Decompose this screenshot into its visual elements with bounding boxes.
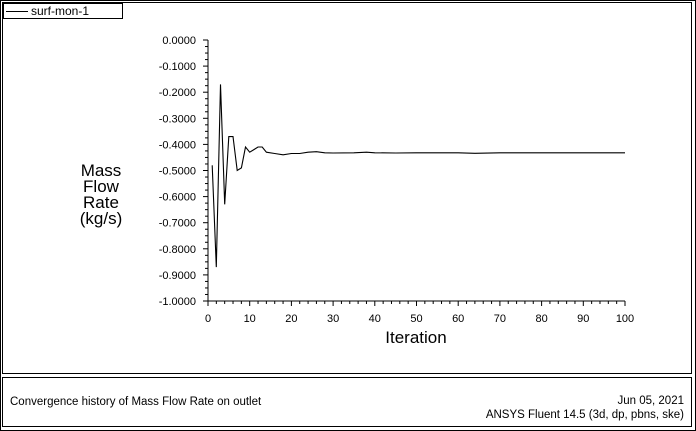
y-tick-label: -0.3000 bbox=[159, 113, 196, 125]
x-tick-label: 60 bbox=[452, 313, 464, 325]
y-tick-label: -0.8000 bbox=[159, 244, 196, 256]
y-tick-label: 0.0000 bbox=[162, 35, 196, 47]
footer-solver-info: ANSYS Fluent 14.5 (3d, dp, pbns, ske) bbox=[485, 409, 684, 421]
y-tick-label: -0.1000 bbox=[159, 61, 196, 73]
y-tick-label: -0.6000 bbox=[159, 192, 196, 204]
x-tick-label: 90 bbox=[577, 313, 589, 325]
y-tick-label: -0.4000 bbox=[159, 139, 196, 151]
x-tick-label: 50 bbox=[410, 313, 422, 325]
legend: surf-mon-1 bbox=[3, 3, 123, 19]
y-tick-label: -0.7000 bbox=[159, 218, 196, 230]
y-axis-ticks: 0.0000 -0.1000 -0.2000 -0.3000 -0.4000 -0.500… bbox=[159, 35, 208, 308]
y-axis-label-line: Flow bbox=[83, 177, 120, 196]
x-tick-label: 20 bbox=[285, 313, 297, 325]
y-tick-label: -0.5000 bbox=[159, 166, 196, 178]
y-axis-label-line: (kg/s) bbox=[80, 209, 123, 228]
footer-date: Jun 05, 2021 bbox=[617, 395, 684, 407]
y-tick-label: -1.0000 bbox=[159, 296, 196, 308]
x-tick-label: 40 bbox=[369, 313, 381, 325]
x-axis-ticks: 0 10 20 30 40 50 60 70 80 90 100 bbox=[205, 301, 634, 325]
x-tick-label: 0 bbox=[205, 313, 211, 325]
plot-area bbox=[2, 2, 692, 374]
x-tick-label: 100 bbox=[616, 313, 634, 325]
chart-axes bbox=[207, 40, 625, 302]
x-tick-label: 30 bbox=[327, 313, 339, 325]
x-tick-label: 70 bbox=[494, 313, 506, 325]
y-tick-label: -0.9000 bbox=[159, 270, 196, 282]
y-tick-label: -0.2000 bbox=[159, 87, 196, 99]
footer-title: Convergence history of Mass Flow Rate on… bbox=[10, 396, 262, 408]
x-tick-label: 10 bbox=[244, 313, 256, 325]
series-line bbox=[211, 84, 625, 268]
y-axis-label-line: Mass bbox=[81, 161, 122, 180]
chart-series bbox=[211, 84, 625, 268]
legend-label: surf-mon-1 bbox=[31, 4, 90, 18]
legend-swatch bbox=[6, 10, 28, 12]
y-axis-label-line: Rate bbox=[83, 193, 119, 212]
x-axis-label: Iteration bbox=[385, 328, 446, 347]
x-tick-label: 80 bbox=[535, 313, 547, 325]
footer-panel: Convergence history of Mass Flow Rate on… bbox=[2, 377, 692, 427]
